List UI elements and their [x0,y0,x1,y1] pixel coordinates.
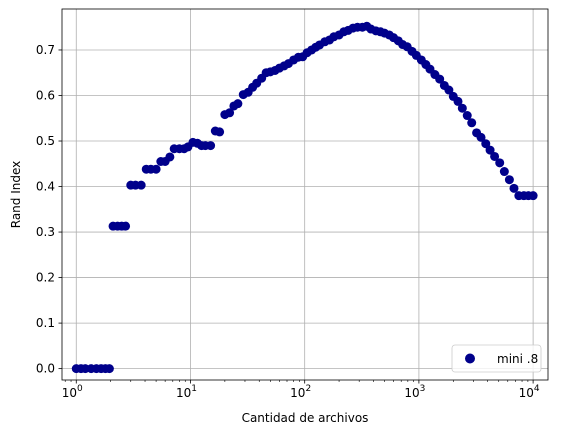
x-tick-label: 101 [176,384,197,400]
data-point [495,158,505,168]
data-point [206,141,216,151]
y-tick-label: 0.7 [36,43,55,57]
data-point [453,96,463,106]
data-point [490,151,500,161]
x-axis-ticks: 100 101 102 103 104 [62,380,540,400]
data-point [121,221,131,231]
data-points [71,21,538,374]
data-point [476,132,486,142]
data-point [509,183,519,193]
x-tick-base: 10 [62,386,77,400]
y-tick-label: 0.5 [36,134,55,148]
data-point [457,103,467,113]
data-point [504,175,514,185]
grid-lines [62,9,548,380]
data-point [485,145,495,155]
data-point [462,111,472,121]
y-axis-ticks: 0.0 0.1 0.2 0.3 0.4 0.5 0.6 0.7 [36,43,62,376]
x-tick-label: 102 [290,384,311,400]
y-tick-label: 0.0 [36,362,55,376]
y-axis-label: Rand Index [9,161,23,229]
x-tick-base: 10 [176,386,191,400]
data-point [435,74,445,84]
data-point [225,108,235,118]
data-point [136,180,146,190]
y-tick-label: 0.6 [36,88,55,102]
y-tick-label: 0.4 [36,180,55,194]
x-tick-exponent: 4 [534,384,540,394]
x-tick-base: 10 [519,386,534,400]
x-axis-label: Cantidad de archivos [242,411,369,425]
data-point [528,191,538,201]
y-tick-label: 0.3 [36,225,55,239]
data-point [481,139,491,149]
x-tick-label: 100 [62,384,83,400]
x-tick-label: 104 [519,384,540,400]
data-point [233,99,243,109]
legend-label: mini .8 [497,352,538,366]
y-tick-label: 0.1 [36,316,55,330]
data-point [104,364,114,374]
x-tick-base: 10 [404,386,419,400]
x-tick-exponent: 0 [77,384,83,394]
data-point [165,152,175,162]
x-tick-label: 103 [404,384,425,400]
legend: mini .8 [451,344,542,373]
legend-marker [465,353,475,364]
legend-box [451,344,542,373]
data-point [151,164,161,174]
data-point [444,85,454,95]
x-tick-exponent: 1 [191,384,197,394]
x-tick-base: 10 [290,386,305,400]
x-tick-exponent: 2 [305,384,311,394]
data-point [215,127,225,137]
data-point [499,167,509,177]
x-tick-exponent: 3 [420,384,426,394]
data-point [467,118,477,128]
y-tick-label: 0.2 [36,271,55,285]
